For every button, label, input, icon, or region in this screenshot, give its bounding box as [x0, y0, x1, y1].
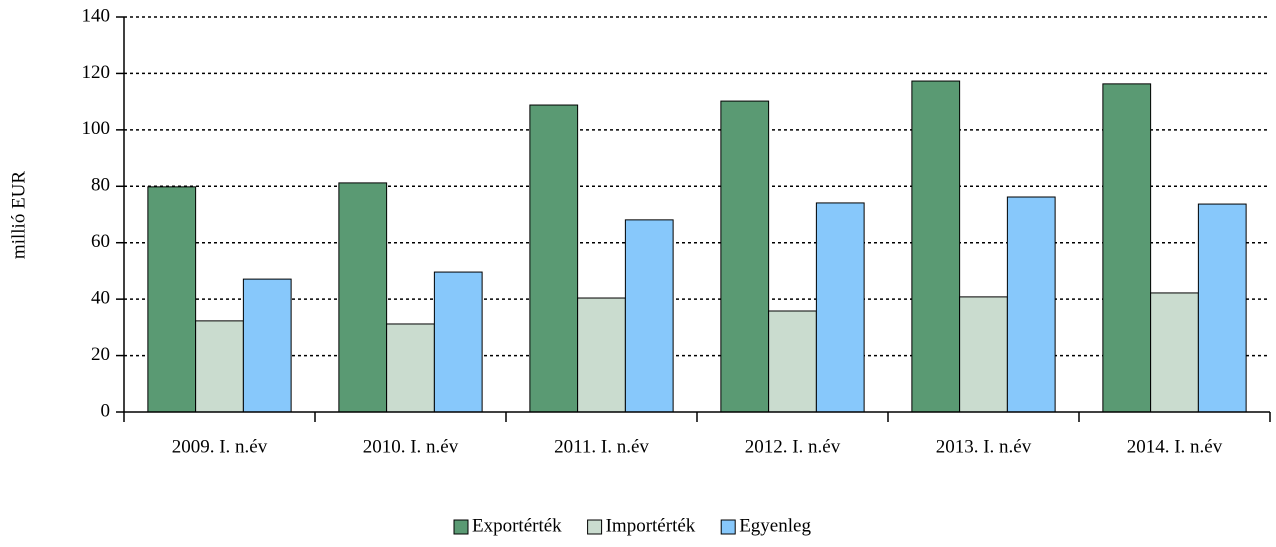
x-tick-label: 2012. I. n.év — [745, 436, 841, 457]
bar — [959, 296, 1008, 413]
bar — [433, 271, 483, 413]
bar — [242, 278, 292, 413]
x-tick-label: 2010. I. n.év — [363, 436, 459, 457]
y-tick-label: 0 — [101, 400, 111, 421]
bar — [529, 104, 579, 413]
y-tick-label: 80 — [91, 175, 110, 196]
y-tick-label: 120 — [82, 62, 111, 83]
y-tick-label: 40 — [91, 288, 110, 309]
x-tick-label: 2011. I. n.év — [554, 436, 649, 457]
bar — [1197, 203, 1247, 413]
y-tick-label: 60 — [91, 231, 110, 252]
y-tick-label: 20 — [91, 344, 110, 365]
legend-label: Egyenleg — [739, 515, 811, 536]
bar — [624, 219, 674, 413]
x-tick-label: 2014. I. n.év — [1127, 436, 1223, 457]
legend-swatch — [453, 519, 469, 535]
bar — [577, 297, 626, 413]
bar — [768, 310, 817, 413]
bar — [720, 100, 770, 413]
legend-label: Importérték — [606, 515, 696, 536]
legend-swatch — [587, 519, 603, 535]
bar — [1006, 196, 1056, 413]
legend-swatch — [720, 519, 736, 535]
bar — [1150, 292, 1199, 413]
bar — [195, 320, 244, 413]
y-tick-label: 100 — [82, 118, 111, 139]
y-tick-label: 140 — [82, 5, 111, 26]
bar — [338, 182, 388, 413]
bar — [815, 202, 865, 413]
bar — [911, 80, 961, 413]
x-tick-label: 2009. I. n.év — [172, 436, 268, 457]
x-tick-label: 2013. I. n.év — [936, 436, 1032, 457]
legend-label: Exportérték — [472, 515, 562, 536]
bar — [386, 323, 435, 413]
y-axis-label: millió EUR — [8, 171, 29, 259]
bar — [1102, 83, 1152, 413]
bar — [147, 186, 197, 413]
